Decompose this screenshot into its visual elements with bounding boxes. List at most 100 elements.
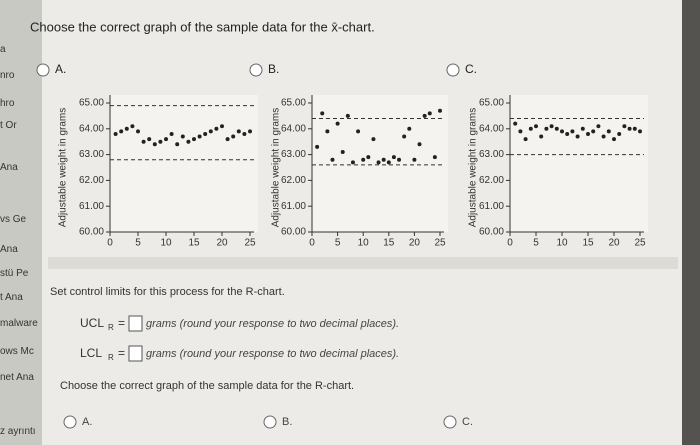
point: [638, 129, 642, 134]
sidebar-item[interactable]: vs Ge: [0, 214, 27, 225]
point: [180, 134, 185, 139]
x-tick-label: 10: [160, 238, 172, 249]
point: [580, 126, 585, 131]
sidebar-item[interactable]: net Ana: [0, 372, 34, 383]
point: [203, 131, 208, 136]
limit-hint: grams (round your response to two decima…: [146, 348, 399, 360]
sidebar-item[interactable]: t Ana: [0, 292, 23, 303]
point: [612, 137, 616, 142]
point: [169, 131, 174, 136]
point: [575, 134, 580, 139]
point: [596, 124, 601, 129]
point: [124, 126, 129, 131]
point: [192, 137, 196, 142]
point: [518, 129, 523, 134]
point: [130, 124, 135, 129]
point: [632, 126, 637, 131]
radio[interactable]: [63, 415, 77, 429]
point: [523, 137, 528, 142]
x-tick-label: 15: [188, 238, 200, 249]
sidebar-item[interactable]: Ana: [0, 162, 18, 173]
point: [315, 144, 320, 149]
sidebar-item[interactable]: z ayrıntı: [0, 426, 36, 437]
option-label: A.: [82, 416, 92, 428]
y-tick-label: 60.00: [479, 227, 504, 238]
sidebar-item[interactable]: stü Pe: [0, 268, 29, 279]
point: [186, 139, 191, 144]
point: [586, 131, 590, 136]
h-scroll: [48, 257, 678, 269]
y-tick-label: 64.00: [79, 123, 104, 134]
y-tick-label: 65.00: [79, 98, 104, 109]
limit-eq: =: [118, 316, 125, 330]
input-box[interactable]: [128, 315, 143, 332]
y-tick-label: 61.00: [479, 201, 504, 212]
radio[interactable]: [263, 415, 277, 429]
point: [356, 129, 361, 134]
point: [141, 139, 146, 144]
point: [371, 137, 376, 142]
y-tick-label: 60.00: [281, 227, 306, 238]
point: [330, 157, 335, 162]
plot-bg: [510, 95, 648, 232]
point: [554, 126, 559, 131]
option-label: A.: [55, 62, 66, 76]
point: [627, 126, 632, 131]
y-tick-label: 61.00: [79, 201, 104, 212]
x-tick-label: 25: [244, 238, 256, 249]
y-tick-label: 62.00: [479, 175, 504, 186]
sidebar-item[interactable]: malware: [0, 318, 38, 329]
point: [617, 131, 622, 136]
point: [335, 121, 340, 126]
point: [152, 142, 157, 147]
limit-hint: grams (round your response to two decima…: [146, 318, 399, 330]
option-label: B.: [282, 416, 292, 428]
point: [248, 129, 252, 134]
point: [549, 124, 554, 129]
sidebar-item[interactable]: a: [0, 44, 6, 55]
radio[interactable]: [443, 415, 457, 429]
radio[interactable]: [36, 63, 50, 77]
x-tick-label: 0: [507, 238, 513, 249]
limit-name: UCL: [80, 316, 104, 330]
y-tick-label: 65.00: [281, 98, 306, 109]
point: [438, 108, 442, 113]
point: [214, 126, 219, 131]
x-tick-label: 20: [409, 238, 421, 249]
sidebar-item[interactable]: hro: [0, 98, 15, 109]
limit-eq: =: [118, 346, 125, 360]
limit-name: LCL: [80, 346, 102, 360]
x-tick-label: 15: [582, 238, 594, 249]
point: [386, 160, 391, 165]
point: [606, 129, 611, 134]
point: [391, 155, 396, 160]
instruction: Set control limits for this process for …: [50, 286, 285, 298]
point: [534, 124, 538, 129]
sidebar-item[interactable]: t Or: [0, 120, 17, 131]
point: [528, 126, 533, 131]
y-axis-label: Adjustable weight in grams: [58, 108, 69, 228]
sidebar-item[interactable]: ows Mc: [0, 346, 34, 357]
option-label: B.: [268, 62, 279, 76]
radio[interactable]: [249, 63, 263, 77]
y-axis-label: Adjustable weight in grams: [271, 108, 282, 228]
input-box[interactable]: [128, 345, 143, 362]
point: [432, 155, 437, 160]
point: [570, 129, 575, 134]
sidebar-item[interactable]: nro: [0, 70, 15, 81]
point: [417, 142, 422, 147]
point: [164, 137, 168, 142]
radio[interactable]: [446, 63, 460, 77]
point: [544, 126, 549, 131]
scrollbar: [682, 0, 700, 445]
x-tick-label: 25: [634, 238, 646, 249]
point: [113, 131, 118, 136]
point: [622, 124, 627, 129]
point: [220, 124, 224, 129]
point: [350, 160, 355, 165]
x-tick-label: 5: [335, 238, 341, 249]
question: Choose the correct graph of the sample d…: [30, 19, 375, 34]
x-tick-label: 5: [135, 238, 141, 249]
sidebar-item[interactable]: Ana: [0, 244, 18, 255]
